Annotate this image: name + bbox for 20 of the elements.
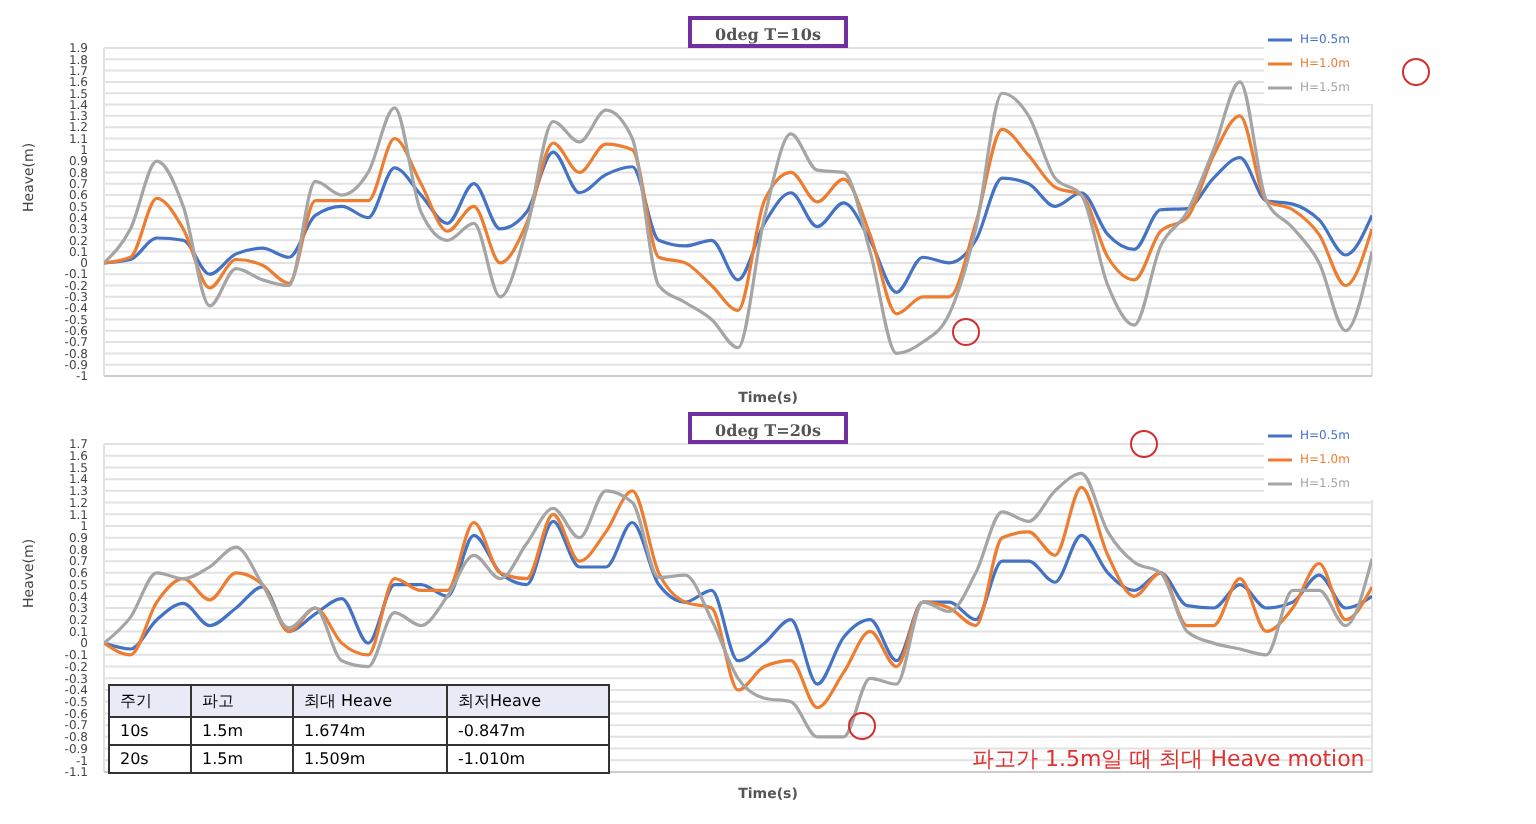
annotation: 10s bbox=[109, 717, 191, 745]
line-series bbox=[104, 519, 1372, 686]
line-series bbox=[104, 114, 1372, 316]
annotation: 1.5m bbox=[191, 717, 293, 745]
annotation: 파고 bbox=[191, 685, 293, 717]
annotation: -1.010m bbox=[447, 745, 609, 773]
annotation: 1.5m bbox=[191, 745, 293, 773]
chart-title: 0deg T=20s bbox=[715, 420, 821, 440]
chart-title: 0deg T=10s bbox=[715, 24, 821, 44]
annotation: 20s bbox=[109, 745, 191, 773]
line-series bbox=[104, 485, 1372, 710]
annotation: 1.509m bbox=[293, 745, 447, 773]
annotation: 주기 bbox=[109, 685, 191, 717]
line-series bbox=[104, 80, 1372, 355]
annotation: 최대 Heave bbox=[293, 685, 447, 717]
annotation: 1.674m bbox=[293, 717, 447, 745]
annotation: -0.847m bbox=[447, 717, 609, 745]
annotation: 파고가 1.5m일 때 최대 Heave motion bbox=[972, 744, 1365, 774]
line-series bbox=[104, 471, 1372, 739]
annotation: 최저Heave bbox=[447, 685, 609, 717]
